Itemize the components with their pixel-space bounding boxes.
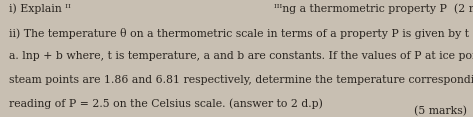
Text: ii) The temperature θ on a thermometric scale in terms of a property P is given : ii) The temperature θ on a thermometric … (9, 28, 473, 39)
Text: (5 marks): (5 marks) (414, 106, 467, 116)
Text: reading of P = 2.5 on the Celsius scale. (answer to 2 d.p): reading of P = 2.5 on the Celsius scale.… (9, 98, 323, 109)
Text: steam points are 1.86 and 6.81 respectively, determine the temperature correspon: steam points are 1.86 and 6.81 respectiv… (9, 75, 473, 85)
Text: i) Explain ᴵᴵ: i) Explain ᴵᴵ (9, 4, 70, 14)
Text: ᴵᴵᴵng a thermometric property P  (2 marks): ᴵᴵᴵng a thermometric property P (2 marks… (274, 4, 473, 14)
Text: a. lnp + b where, t is temperature, a and b are constants. If the values of P at: a. lnp + b where, t is temperature, a an… (9, 51, 473, 61)
